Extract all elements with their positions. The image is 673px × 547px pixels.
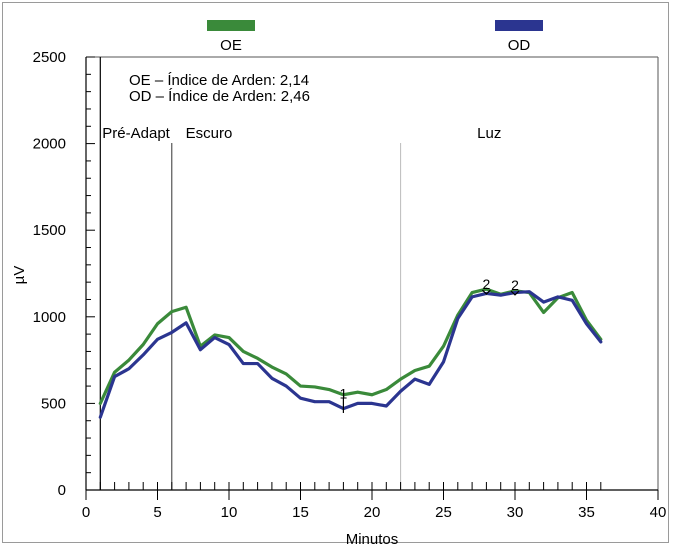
y-tick-label-500: 500 [41,395,66,412]
legend-swatch-label-oe: OE [220,37,242,54]
series-line-oe [98,287,603,405]
phase-label-2: Luz [477,125,501,142]
y-tick-label-2000: 2000 [33,136,66,153]
phase-label-0: Pré-Adapt [102,125,170,142]
axis-ticks: 0 500 1000 1500 2000 2500 0 5 10 15 20 25 30 35 40 [33,49,667,521]
y-tick-label-2500: 2500 [33,49,66,66]
legend-swatch-od [495,20,543,31]
peak-marker-tick-1 [481,289,491,295]
x-tick-label-10: 10 [221,504,238,521]
peak-marker-0: 1 [340,385,348,401]
peak-marker-tick-2 [510,290,520,296]
x-tick-label-30: 30 [507,504,524,521]
x-tick-label-15: 15 [292,504,309,521]
peak-marker-2: 2 [511,277,519,293]
x-tick-label-35: 35 [578,504,595,521]
x-tick-label-40: 40 [650,504,667,521]
x-tick-label-20: 20 [364,504,381,521]
x-tick-label-5: 5 [153,504,161,521]
arden-legend-line-1: OD – Índice de Arden: 2,46 [129,88,310,105]
phase-dividers: Pré-Adapt Escuro Luz [102,125,501,490]
y-axis-label: µV [11,266,28,285]
legend-swatch-label-od: OD [508,37,531,54]
x-tick-label-0: 0 [82,504,90,521]
phase-label-1: Escuro [186,125,233,142]
y-tick-label-1500: 1500 [33,222,66,239]
peak-marker-1: 2 [483,276,491,292]
x-tick-label-25: 25 [435,504,452,521]
arden-legend-line-0: OE – Índice de Arden: 2,14 [129,72,309,89]
legend-swatches: OE OD [207,20,543,54]
series-lines [98,287,603,419]
peak-markers: 1 2 2 [340,276,520,413]
y-tick-label-0: 0 [58,482,66,499]
legend-swatch-oe [207,20,255,31]
x-axis-label: Minutos [346,531,399,547]
y-tick-label-1000: 1000 [33,309,66,326]
